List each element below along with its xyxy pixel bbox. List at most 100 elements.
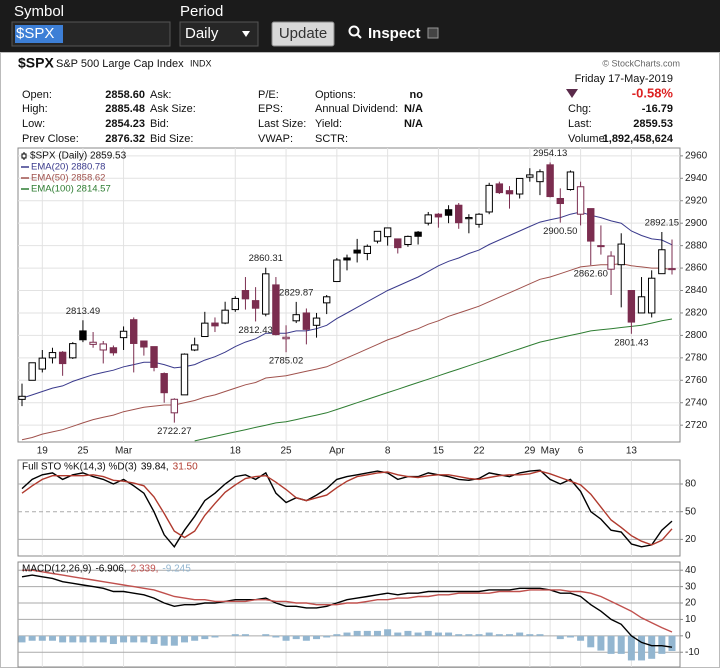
x-tick-label: 15 bbox=[433, 446, 445, 457]
histogram-bar bbox=[404, 630, 412, 636]
quote-label: Last Size: bbox=[258, 118, 306, 130]
candle-body bbox=[353, 249, 361, 254]
candle-body bbox=[587, 208, 595, 242]
y-tick-label: 2800 bbox=[685, 330, 708, 341]
candle-body bbox=[89, 341, 97, 345]
histogram-bar bbox=[627, 635, 635, 661]
candle-body bbox=[434, 213, 443, 218]
legend-label: EMA(20) 2880.78 bbox=[31, 162, 105, 173]
histogram-bar bbox=[577, 635, 585, 641]
y-tick-label: 2860 bbox=[685, 263, 708, 274]
symbol-value: $SPX bbox=[16, 25, 54, 42]
y-tick-label: 0 bbox=[685, 630, 691, 641]
quote-label: Annual Dividend: bbox=[315, 103, 398, 115]
quote-label: Bid Size: bbox=[150, 133, 193, 145]
candle-body bbox=[69, 343, 77, 359]
candle-body bbox=[424, 214, 432, 224]
candle-body bbox=[444, 209, 453, 216]
histogram-bar bbox=[516, 632, 524, 636]
histogram-bar bbox=[648, 635, 656, 659]
y-tick-label: 2820 bbox=[685, 308, 708, 319]
y-tick-label: 80 bbox=[685, 479, 697, 490]
quote-value: 2885.48 bbox=[105, 103, 145, 115]
histogram-bar bbox=[668, 635, 676, 651]
annotation: 2954.13 bbox=[533, 148, 567, 159]
annotation: 2860.31 bbox=[249, 253, 283, 264]
summary-label: Last: bbox=[568, 118, 592, 130]
series-line bbox=[21, 470, 673, 546]
x-tick-label: 13 bbox=[626, 446, 638, 457]
histogram-bar bbox=[150, 635, 158, 645]
histogram-bar bbox=[181, 635, 188, 643]
candle-body bbox=[566, 171, 575, 191]
annotation: 2722.27 bbox=[157, 426, 191, 437]
candle-body bbox=[160, 373, 168, 394]
quote-value: no bbox=[410, 89, 424, 101]
candle-body bbox=[272, 284, 280, 336]
candle-body bbox=[627, 290, 636, 323]
quote-label: EPS: bbox=[258, 103, 283, 115]
candle-body bbox=[251, 300, 260, 309]
histogram-bar bbox=[201, 635, 209, 640]
candle-body bbox=[556, 197, 564, 205]
series-line bbox=[21, 211, 673, 399]
candle-body bbox=[515, 177, 524, 195]
candle-body bbox=[292, 314, 300, 322]
histogram-bar bbox=[120, 635, 128, 643]
histogram-bar bbox=[323, 635, 331, 638]
index-name: S&P 500 Large Cap Index bbox=[56, 58, 184, 70]
x-tick-label: May bbox=[541, 446, 560, 457]
update-button[interactable] bbox=[271, 21, 335, 47]
candle-body bbox=[150, 346, 158, 368]
summary-label: Chg: bbox=[568, 103, 591, 115]
histogram-bar bbox=[556, 635, 564, 640]
date: Friday 17-May-2019 bbox=[575, 73, 673, 85]
histogram-bar bbox=[506, 634, 513, 636]
y-tick-label: 2840 bbox=[685, 285, 708, 296]
candle-body bbox=[140, 340, 148, 348]
histogram-bar bbox=[587, 635, 595, 648]
candle-body bbox=[526, 174, 534, 178]
candle-body bbox=[394, 238, 402, 249]
quote-label: P/E: bbox=[258, 89, 279, 101]
candle-body bbox=[262, 273, 270, 315]
y-tick-label: 2920 bbox=[685, 195, 708, 206]
x-tick-label: Mar bbox=[115, 446, 133, 457]
period-value: Daily bbox=[185, 25, 219, 42]
histogram-bar bbox=[170, 635, 178, 646]
series-line bbox=[21, 469, 673, 548]
candle-body bbox=[414, 231, 422, 237]
inspect-checkbox[interactable] bbox=[427, 27, 439, 39]
update-label: Update bbox=[279, 25, 327, 42]
y-tick-label: 2780 bbox=[685, 352, 708, 363]
dropdown-arrow bbox=[242, 31, 250, 37]
candle-body bbox=[383, 227, 392, 238]
histogram-bar bbox=[48, 635, 56, 641]
candle-body bbox=[495, 183, 504, 194]
histogram-bar bbox=[353, 630, 361, 636]
candle-body bbox=[485, 184, 493, 213]
candle-body bbox=[475, 213, 483, 225]
y-tick-label: 20 bbox=[685, 534, 697, 545]
histogram-bar bbox=[18, 635, 26, 643]
quote-label: Bid: bbox=[150, 118, 169, 130]
quote-label: VWAP: bbox=[258, 133, 293, 145]
legend-label: EMA(100) 2814.57 bbox=[31, 184, 111, 195]
change-pct: -0.58% bbox=[632, 85, 674, 100]
candle-body bbox=[302, 312, 311, 330]
candle-body bbox=[180, 353, 189, 396]
candle-body bbox=[658, 249, 666, 275]
candle-body bbox=[241, 290, 250, 300]
candle-body bbox=[170, 398, 179, 414]
y-tick-label: 20 bbox=[685, 598, 697, 609]
candle-body bbox=[404, 235, 412, 246]
y-tick-label: 30 bbox=[685, 581, 697, 592]
histogram-bar bbox=[59, 635, 67, 643]
histogram-bar bbox=[475, 634, 483, 636]
candle-body bbox=[18, 395, 26, 400]
histogram-bar bbox=[455, 634, 463, 636]
x-tick-label: Apr bbox=[329, 446, 345, 457]
candle-body bbox=[201, 322, 209, 338]
histogram-bar bbox=[69, 635, 77, 643]
